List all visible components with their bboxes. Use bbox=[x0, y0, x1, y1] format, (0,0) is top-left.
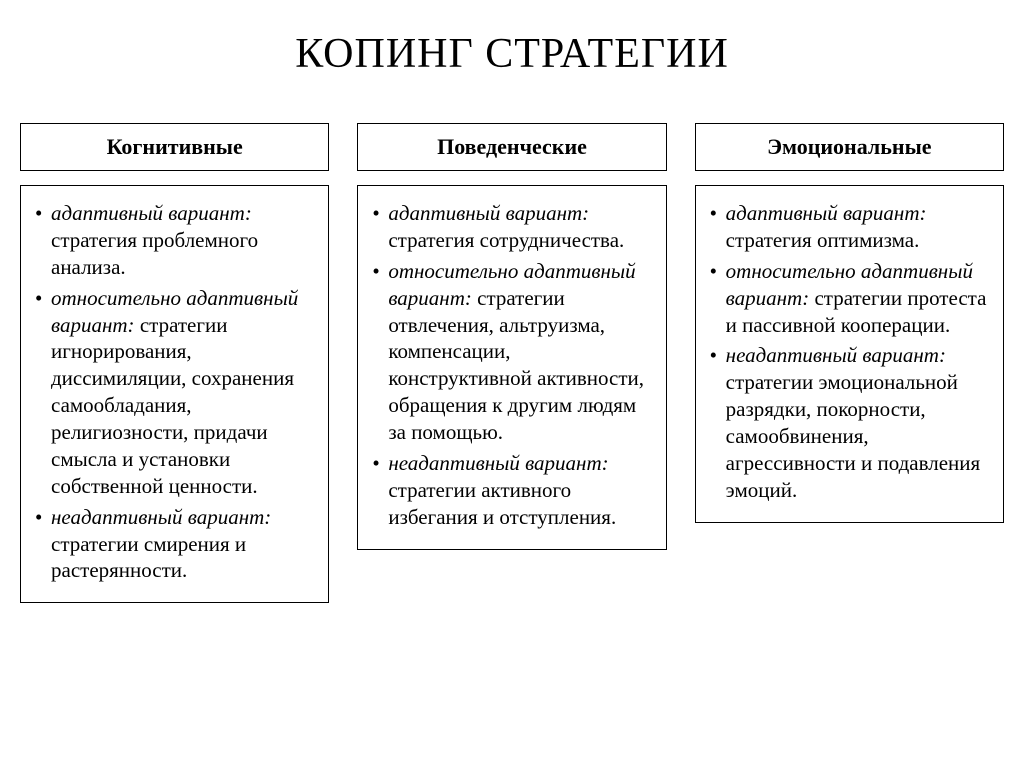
item-list: адаптивный вариант: стратегия проблемног… bbox=[31, 200, 314, 584]
item-rest: стратегия оптимизма. bbox=[726, 228, 920, 252]
columns-container: Когнитивные адаптивный вариант: стратеги… bbox=[20, 123, 1004, 603]
item-rest: стратегия сотрудничества. bbox=[388, 228, 624, 252]
list-item: адаптивный вариант: стратегия проблемног… bbox=[31, 200, 314, 281]
item-rest: стратегии эмоциональной разрядки, покорн… bbox=[726, 370, 981, 502]
column-body: адаптивный вариант: стратегия проблемног… bbox=[20, 185, 329, 603]
column-body: адаптивный вариант: стратегия сотрудниче… bbox=[357, 185, 666, 550]
item-lead: неадаптивный вариант: bbox=[726, 343, 946, 367]
page-title: КОПИНГ СТРАТЕГИИ bbox=[20, 30, 1004, 78]
list-item: относительно адаптивный вариант: стратег… bbox=[31, 285, 314, 500]
column-cognitive: Когнитивные адаптивный вариант: стратеги… bbox=[20, 123, 329, 603]
item-lead: неадаптивный вариант: bbox=[51, 505, 271, 529]
column-emotional: Эмоциональные адаптивный вариант: страте… bbox=[695, 123, 1004, 603]
list-item: относительно адаптивный вариант: стратег… bbox=[368, 258, 651, 446]
item-list: адаптивный вариант: стратегия сотрудниче… bbox=[368, 200, 651, 531]
column-behavioral: Поведенческие адаптивный вариант: страте… bbox=[357, 123, 666, 603]
item-lead: адаптивный вариант: bbox=[726, 201, 927, 225]
item-list: адаптивный вариант: стратегия оптимизма.… bbox=[706, 200, 989, 504]
item-lead: неадаптивный вариант: bbox=[388, 451, 608, 475]
column-body: адаптивный вариант: стратегия оптимизма.… bbox=[695, 185, 1004, 523]
list-item: неадаптивный вариант: стратегии активног… bbox=[368, 450, 651, 531]
item-rest: стратегии смирения и растерянности. bbox=[51, 532, 246, 583]
column-header: Когнитивные bbox=[20, 123, 329, 171]
column-header: Эмоциональные bbox=[695, 123, 1004, 171]
item-lead: адаптивный вариант: bbox=[51, 201, 252, 225]
item-rest: стратегии активного избегания и отступле… bbox=[388, 478, 616, 529]
item-lead: адаптивный вариант: bbox=[388, 201, 589, 225]
list-item: относительно адаптивный вариант: стратег… bbox=[706, 258, 989, 339]
item-rest: стратегии игнорирования, диссимиляции, с… bbox=[51, 313, 294, 498]
item-rest: стратегия проблемного анализа. bbox=[51, 228, 258, 279]
list-item: адаптивный вариант: стратегия оптимизма. bbox=[706, 200, 989, 254]
list-item: неадаптивный вариант: стратегии эмоциона… bbox=[706, 342, 989, 503]
list-item: неадаптивный вариант: стратегии смирения… bbox=[31, 504, 314, 585]
column-header: Поведенческие bbox=[357, 123, 666, 171]
list-item: адаптивный вариант: стратегия сотрудниче… bbox=[368, 200, 651, 254]
